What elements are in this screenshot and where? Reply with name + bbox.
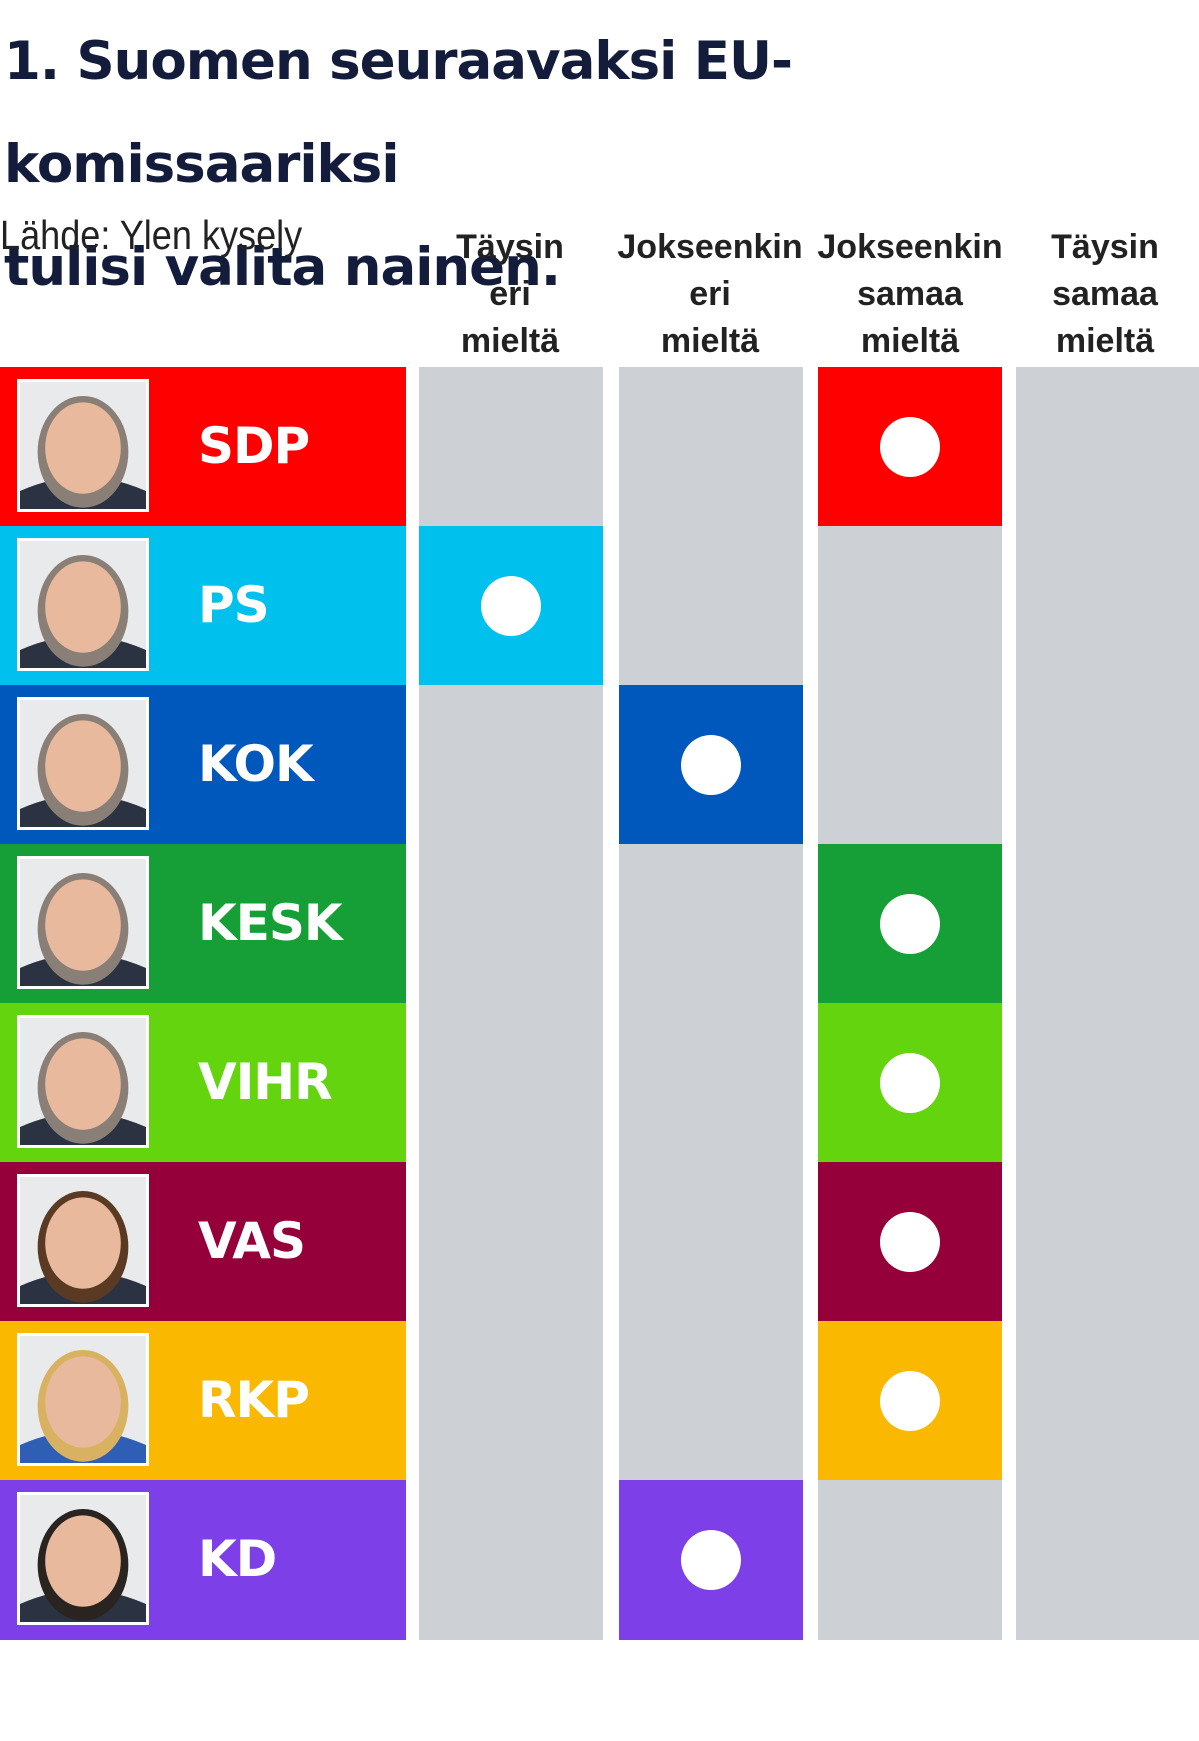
party-name: KESK: [198, 894, 345, 952]
answer-cell: [619, 526, 803, 686]
title-line-1: 1. Suomen seuraavaksi EU-komissaariksi: [4, 31, 793, 195]
party-name: PS: [198, 576, 269, 634]
title-line-2: tulisi valita nainen.: [4, 237, 561, 298]
answer-dot: [880, 417, 940, 477]
column-header-line: Täysin: [456, 228, 564, 266]
column-header-line: Jokseenkin: [817, 228, 1003, 266]
answer-dot: [681, 735, 741, 795]
answer-cell: [1016, 1003, 1199, 1163]
answer-cell: [419, 844, 603, 1004]
answer-cell: [1016, 367, 1199, 527]
answer-cell: [419, 1003, 603, 1163]
column-header-line: eri: [489, 275, 531, 313]
answer-cell: [1016, 844, 1199, 1004]
answer-cell: [419, 367, 603, 527]
answer-cell: [818, 526, 1002, 686]
party-name: KD: [198, 1530, 276, 1588]
source-label: Lähde: Ylen kysely: [0, 212, 303, 258]
column-header-somewhat-agree: Jokseenkin samaa mieltä: [810, 224, 1010, 365]
column-header-line: mieltä: [460, 322, 560, 360]
chart-title: 1. Suomen seuraavaksi EU-komissaariksi t…: [4, 10, 1184, 319]
answer-cell: [1016, 526, 1199, 686]
answer-cell: [619, 1321, 803, 1481]
party-name: VIHR: [198, 1053, 332, 1111]
answer-cell: [619, 367, 803, 527]
answer-dot: [681, 1530, 741, 1590]
candidate-photo: [17, 1174, 149, 1307]
answer-cell: [818, 1480, 1002, 1640]
answer-dot: [481, 576, 541, 636]
column-header-line: eri: [689, 275, 731, 313]
party-name: VAS: [198, 1212, 305, 1270]
column-header-line: samaa: [857, 275, 963, 313]
answer-dot: [880, 1371, 940, 1431]
answer-cell: [1016, 1162, 1199, 1322]
column-header-fully-agree: Täysin samaa mieltä: [1005, 224, 1199, 365]
answer-cell: [1016, 685, 1199, 845]
candidate-photo: [17, 538, 149, 671]
answer-cell: [419, 1480, 603, 1640]
column-header-line: mieltä: [1055, 322, 1155, 360]
candidate-photo: [17, 1333, 149, 1466]
answer-cell: [619, 844, 803, 1004]
candidate-photo: [17, 1492, 149, 1625]
answer-cell: [419, 1321, 603, 1481]
column-header-somewhat-disagree: Jokseenkin eri mieltä: [610, 224, 810, 365]
answer-cell: [1016, 1321, 1199, 1481]
column-header-line: Jokseenkin: [617, 228, 803, 266]
answer-cell: [419, 1162, 603, 1322]
party-name: SDP: [198, 417, 309, 475]
column-header-line: Täysin: [1051, 228, 1159, 266]
answer-cell: [818, 685, 1002, 845]
party-name: RKP: [198, 1371, 309, 1429]
party-name: KOK: [198, 735, 316, 793]
answer-cell: [619, 1003, 803, 1163]
answer-cell: [619, 1162, 803, 1322]
column-header-line: samaa: [1052, 275, 1158, 313]
answer-cell: [419, 685, 603, 845]
column-header-fully-disagree: Täysin eri mieltä: [410, 224, 610, 365]
answer-dot: [880, 894, 940, 954]
column-header-line: mieltä: [660, 322, 760, 360]
answer-dot: [880, 1053, 940, 1113]
candidate-photo: [17, 1015, 149, 1148]
answer-dot: [880, 1212, 940, 1272]
answer-cell: [1016, 1480, 1199, 1640]
candidate-photo: [17, 856, 149, 989]
column-header-line: mieltä: [860, 322, 960, 360]
candidate-photo: [17, 379, 149, 512]
candidate-photo: [17, 697, 149, 830]
